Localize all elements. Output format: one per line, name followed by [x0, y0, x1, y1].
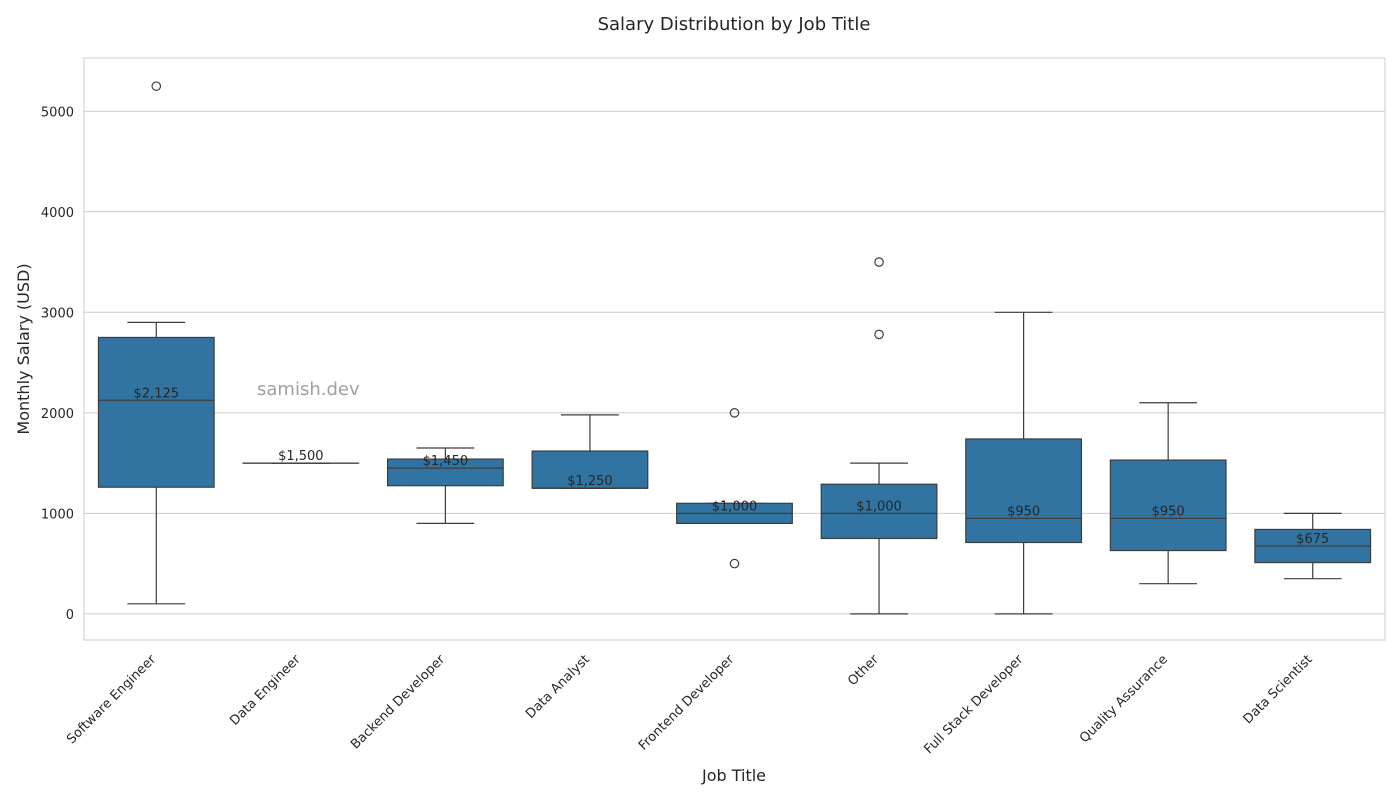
y-tick-label: 2000 [41, 407, 74, 422]
watermark: samish.dev [257, 379, 360, 400]
x-tick-label: Software Engineer [64, 652, 159, 747]
median-label: $950 [1007, 504, 1040, 519]
median-label: $1,250 [567, 474, 613, 489]
x-tick-label: Quality Assurance [1077, 652, 1171, 746]
x-tick-label: Data Analyst [523, 652, 593, 722]
median-label: $1,500 [278, 449, 324, 464]
x-tick-label: Data Engineer [227, 652, 304, 729]
y-axis-label: Monthly Salary (USD) [14, 263, 33, 434]
y-tick-label: 3000 [41, 306, 74, 321]
chart-title: Salary Distribution by Job Title [598, 14, 871, 35]
x-tick-label: Other [845, 652, 882, 689]
plot-area [84, 58, 1385, 640]
y-tick-label: 5000 [41, 105, 74, 120]
median-label: $2,125 [134, 386, 180, 401]
x-tick-label: Frontend Developer [636, 652, 738, 754]
x-tick-label: Data Scientist [1241, 652, 1316, 727]
box-iqr [98, 337, 214, 487]
median-label: $1,450 [423, 454, 469, 469]
y-tick-label: 1000 [41, 507, 74, 522]
y-axis-ticks: 0 1000 2000 3000 4000 5000 [41, 105, 74, 623]
x-axis-label: Job Title [701, 766, 766, 785]
median-label: $950 [1152, 504, 1185, 519]
x-tick-label: Backend Developer [348, 652, 449, 753]
x-tick-label: Full Stack Developer [922, 652, 1027, 757]
median-label: $1,000 [712, 499, 758, 514]
box-iqr [966, 439, 1082, 543]
y-tick-label: 0 [66, 608, 74, 623]
median-label: $1,000 [856, 499, 902, 514]
x-axis-ticks: Software Engineer Data Engineer Backend De… [64, 652, 1315, 757]
y-tick-label: 4000 [41, 206, 74, 221]
median-label: $675 [1296, 532, 1329, 547]
